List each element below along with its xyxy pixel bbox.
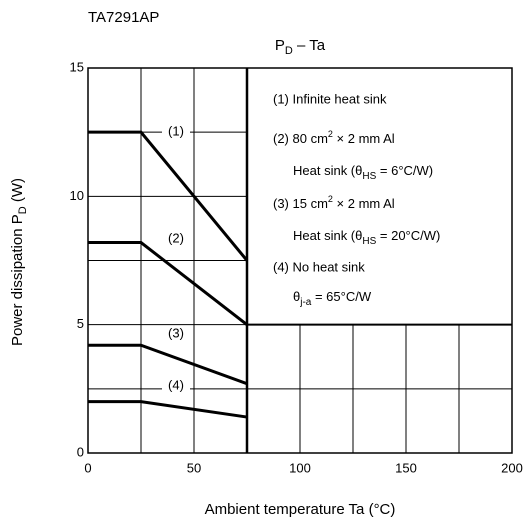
series-line bbox=[88, 130, 249, 262]
series-label: (1) bbox=[168, 123, 184, 138]
y-tick-label: 5 bbox=[77, 316, 84, 331]
y-tick-label: 15 bbox=[70, 59, 84, 74]
chart-title: PD – Ta bbox=[275, 37, 326, 57]
y-axis-label: Power dissipation PD (W) bbox=[9, 178, 29, 346]
x-tick-label: 150 bbox=[395, 460, 417, 475]
series-label: (3) bbox=[168, 325, 184, 340]
label-bg bbox=[162, 124, 190, 140]
label-bg bbox=[162, 231, 190, 247]
legend-line: Heat sink (θHS = 6°C/W) bbox=[293, 163, 433, 181]
legend-line: (1) Infinite heat sink bbox=[273, 91, 387, 106]
series-label: (4) bbox=[168, 377, 184, 392]
label-bg bbox=[162, 378, 190, 394]
legend-line: (2) 80 cm2 × 2 mm Al bbox=[273, 129, 395, 146]
legend-line: (3) 15 cm2 × 2 mm Al bbox=[273, 194, 395, 211]
y-tick-label: 0 bbox=[77, 444, 84, 459]
legend-line: Heat sink (θHS = 20°C/W) bbox=[293, 228, 440, 246]
series-line bbox=[88, 400, 248, 419]
legend: (1) Infinite heat sink (2) 80 cm2 × 2 mm… bbox=[273, 91, 440, 307]
x-axis-label: Ambient temperature Ta (°C) bbox=[205, 501, 396, 518]
x-tick-label: 100 bbox=[289, 460, 311, 475]
y-tick-label: 10 bbox=[70, 188, 84, 203]
x-tick-label: 200 bbox=[501, 460, 523, 475]
x-tick-label: 50 bbox=[187, 460, 201, 475]
series-line bbox=[88, 343, 248, 386]
series-label: (2) bbox=[168, 230, 184, 245]
x-tick-label: 0 bbox=[84, 460, 91, 475]
label-bg bbox=[162, 326, 190, 342]
series-line bbox=[88, 241, 248, 326]
plot-frame bbox=[87, 67, 513, 454]
legend-line: (4) No heat sink bbox=[273, 259, 365, 274]
legend-line: θj-a = 65°C/W bbox=[293, 289, 372, 307]
header: TA7291AP bbox=[88, 9, 159, 26]
